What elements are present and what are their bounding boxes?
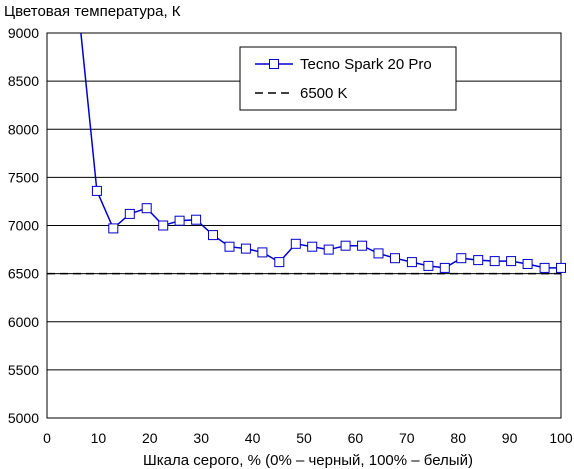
x-tick-label: 40 <box>245 430 261 446</box>
y-tick-label: 5500 <box>8 362 39 378</box>
data-point <box>274 257 285 268</box>
legend-series-1-marker <box>269 59 279 69</box>
x-tick-label: 60 <box>348 430 364 446</box>
data-point <box>158 220 169 231</box>
data-point <box>91 185 102 196</box>
data-point <box>141 203 152 214</box>
plot-frame <box>46 32 562 419</box>
data-point <box>191 214 202 225</box>
data-point <box>357 240 368 251</box>
x-tick-label: 20 <box>142 430 158 446</box>
data-point <box>257 247 268 258</box>
x-tick-label: 30 <box>193 430 209 446</box>
y-tick-label: 8000 <box>8 121 39 137</box>
data-point <box>108 223 119 234</box>
data-point <box>522 259 533 269</box>
x-tick-label: 70 <box>399 430 415 446</box>
data-point <box>290 238 301 249</box>
data-point <box>456 253 467 264</box>
tick-labels: 5000 5500 6000 6500 7000 7500 8000 8500 9000 0 10 2… <box>8 25 573 446</box>
series <box>47 32 566 275</box>
y-tick-label: 6500 <box>8 266 39 282</box>
data-point <box>390 253 400 264</box>
data-point <box>208 230 218 241</box>
data-point <box>406 257 417 268</box>
y-tick-label: 7000 <box>8 218 39 234</box>
y-axis-title: Цветовая температура, К <box>4 3 181 20</box>
x-axis-title: Шкала серого, % (0% – черный, 100% – бел… <box>143 452 473 469</box>
y-tick-label: 7500 <box>8 169 39 185</box>
data-point <box>307 241 318 252</box>
grid <box>47 80 561 371</box>
x-tick-label: 50 <box>296 430 312 446</box>
y-tick-label: 5000 <box>8 410 39 426</box>
legend-series-2-label: 6500 K <box>300 85 348 102</box>
x-tick-label: 100 <box>549 430 573 446</box>
data-point <box>539 262 550 273</box>
x-tick-label: 80 <box>450 430 466 446</box>
data-point <box>439 262 450 273</box>
data-point <box>506 256 517 267</box>
data-point <box>556 262 566 273</box>
data-point <box>489 256 500 267</box>
data-point <box>423 260 434 271</box>
legend: Tecno Spark 20 Pro 6500 K <box>239 46 457 111</box>
x-tick-label: 0 <box>43 430 51 446</box>
legend-series-1-label: Tecno Spark 20 Pro <box>300 56 432 73</box>
y-tick-label: 6000 <box>8 314 39 330</box>
data-point <box>323 244 334 255</box>
y-tick-label: 9000 <box>8 25 39 41</box>
data-point <box>473 255 484 266</box>
data-point <box>373 248 384 259</box>
legend-box <box>239 46 457 111</box>
x-tick-label: 90 <box>502 430 518 446</box>
y-tick-label: 8500 <box>8 73 39 89</box>
data-point <box>340 240 351 251</box>
data-point <box>224 241 235 252</box>
data-point <box>240 243 251 254</box>
x-tick-label: 10 <box>91 430 107 446</box>
data-point <box>124 208 135 219</box>
data-point <box>174 215 185 226</box>
